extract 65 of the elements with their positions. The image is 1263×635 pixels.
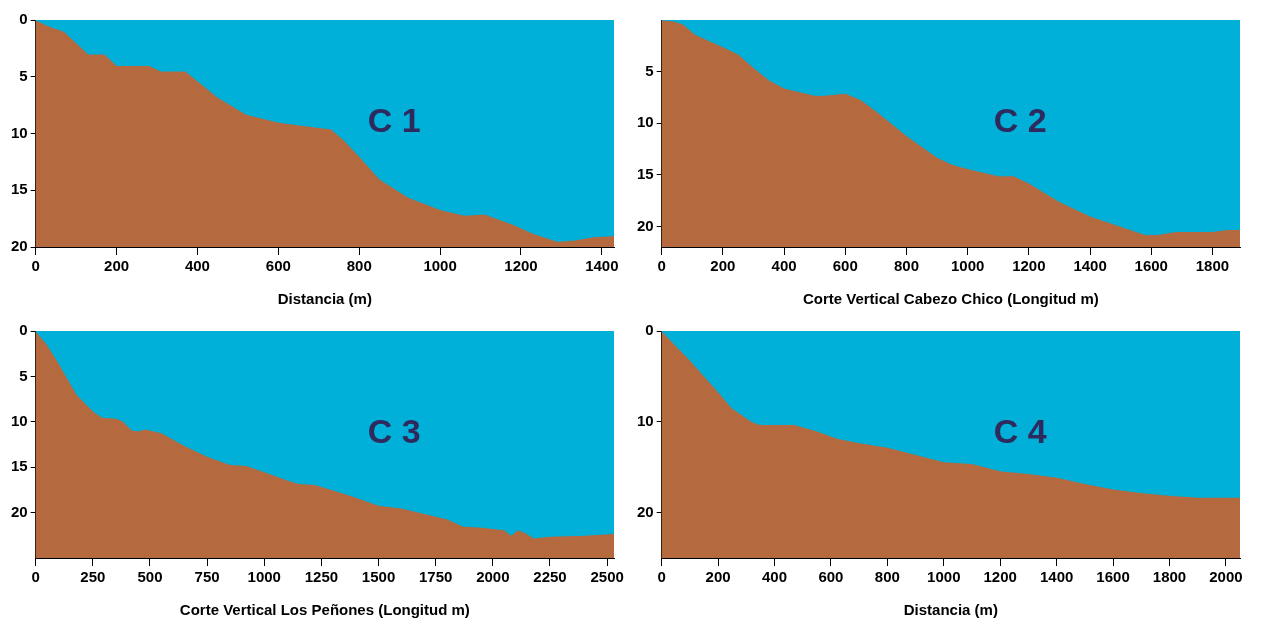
- x-tick-label: 200: [104, 257, 130, 275]
- y-tick-label: 5: [19, 366, 28, 384]
- x-tick-label: 1400: [1073, 257, 1107, 275]
- y-tick-label: 5: [19, 66, 28, 84]
- y-tick-label: 0: [19, 10, 28, 28]
- x-tick-label: 0: [657, 568, 666, 586]
- x-tick-label: 1000: [247, 568, 281, 586]
- x-tick-label: 1200: [1012, 257, 1046, 275]
- x-tick-label: 600: [818, 568, 844, 586]
- x-axis-title: Distancia (m): [277, 290, 372, 308]
- x-tick-label: 1000: [423, 257, 457, 275]
- x-tick-label: 200: [710, 257, 736, 275]
- x-axis-title: Corte Vertical Cabezo Chico (Longitud m): [802, 290, 1099, 308]
- x-tick-label: 1200: [504, 257, 538, 275]
- x-tick-label: 1600: [1134, 257, 1168, 275]
- x-tick-label: 200: [705, 568, 731, 586]
- x-tick-label: 2000: [1209, 568, 1243, 586]
- x-tick-label: 600: [265, 257, 291, 275]
- x-tick-label: 0: [31, 568, 40, 586]
- x-tick-label: 1750: [419, 568, 453, 586]
- x-tick-label: 2250: [533, 568, 567, 586]
- x-tick-label: 800: [346, 257, 372, 275]
- x-tick-label: 1200: [983, 568, 1017, 586]
- x-tick-label: 500: [137, 568, 163, 586]
- x-tick-label: 800: [893, 257, 919, 275]
- annotation: C 3: [367, 411, 421, 450]
- x-tick-label: 1800: [1195, 257, 1230, 275]
- y-tick-label: 0: [19, 321, 28, 339]
- x-tick-label: 250: [80, 568, 106, 586]
- y-tick-label: 5: [645, 61, 654, 79]
- x-tick-label: 1400: [585, 257, 619, 275]
- y-tick-label: 20: [11, 237, 28, 255]
- y-tick-label: 20: [637, 216, 654, 234]
- y-tick-label: 10: [637, 113, 654, 131]
- x-tick-label: 1000: [927, 568, 961, 586]
- x-tick-label: 600: [832, 257, 858, 275]
- x-tick-label: 1500: [361, 568, 396, 586]
- annotation: C 4: [993, 411, 1047, 450]
- annotation: C 2: [993, 100, 1047, 139]
- y-tick-label: 15: [11, 180, 28, 198]
- x-tick-label: 0: [31, 257, 40, 275]
- y-tick-label: 10: [11, 123, 28, 141]
- x-tick-label: 1400: [1039, 568, 1074, 586]
- x-tick-label: 1250: [304, 568, 339, 586]
- x-tick-label: 800: [874, 568, 900, 586]
- x-tick-label: 2000: [476, 568, 510, 586]
- x-axis-title: Distancia (m): [903, 601, 998, 619]
- x-tick-label: 1800: [1152, 568, 1187, 586]
- x-tick-label: 750: [194, 568, 220, 586]
- y-tick-label: 10: [11, 411, 28, 429]
- x-tick-label: 0: [657, 257, 666, 275]
- y-tick-label: 15: [11, 457, 28, 475]
- x-tick-label: 400: [184, 257, 210, 275]
- x-tick-label: 1600: [1096, 568, 1130, 586]
- x-tick-label: 2500: [590, 568, 624, 586]
- y-tick-label: 20: [637, 502, 654, 520]
- y-tick-label: 0: [645, 321, 654, 339]
- x-axis-title: Corte Vertical Los Peñones (Longitud m): [179, 601, 470, 619]
- y-tick-label: 10: [637, 411, 654, 429]
- x-tick-label: 1000: [950, 257, 985, 275]
- x-tick-label: 400: [762, 568, 788, 586]
- y-tick-label: 20: [11, 502, 28, 520]
- x-tick-label: 400: [771, 257, 797, 275]
- annotation: C 1: [367, 100, 421, 139]
- y-tick-label: 15: [637, 164, 654, 182]
